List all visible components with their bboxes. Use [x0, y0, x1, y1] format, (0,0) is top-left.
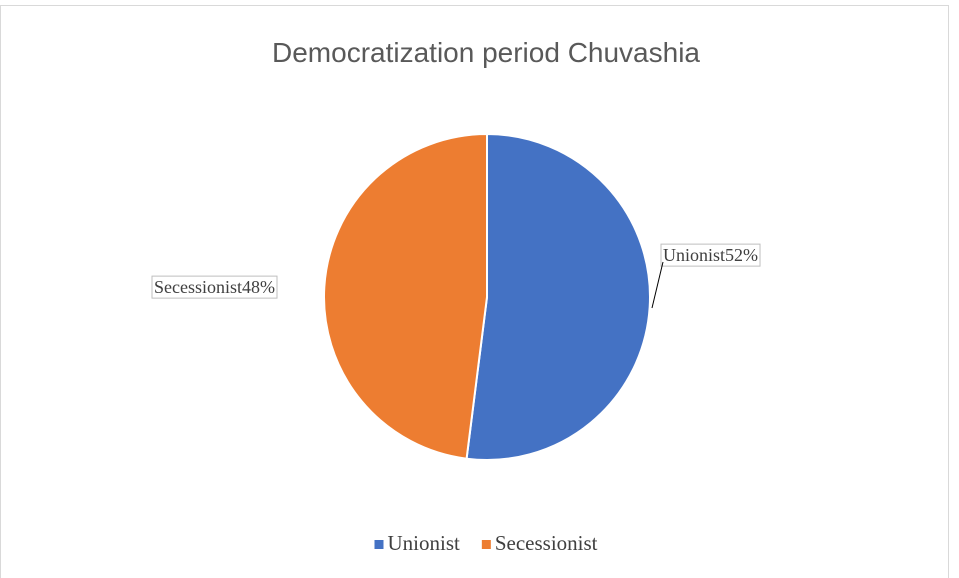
- legend-label: Secessionist: [495, 531, 598, 555]
- chart-title: Democratization period Chuvashia: [272, 37, 700, 68]
- legend: Unionist Secessionist: [374, 531, 598, 555]
- data-label-text: Unionist52%: [663, 245, 758, 265]
- data-label-box: [660, 243, 761, 267]
- data-label-category: Secessionist: [154, 277, 242, 297]
- data-label-value: 48%: [242, 277, 275, 297]
- pie-slice: [323, 132, 488, 460]
- data-label-category: Unionist: [663, 245, 725, 265]
- data-label-box: [151, 275, 278, 299]
- leader-line: [651, 261, 664, 309]
- pie-slice: [465, 132, 651, 461]
- data-label-value: 52%: [725, 245, 758, 265]
- legend-swatch: [481, 540, 491, 549]
- legend-label: Unionist: [387, 531, 460, 555]
- legend-swatch: [374, 540, 384, 549]
- data-label-text: Secessionist48%: [154, 277, 275, 297]
- data-label: Secessionist48%: [151, 275, 278, 299]
- data-label: Unionist52%: [660, 243, 761, 267]
